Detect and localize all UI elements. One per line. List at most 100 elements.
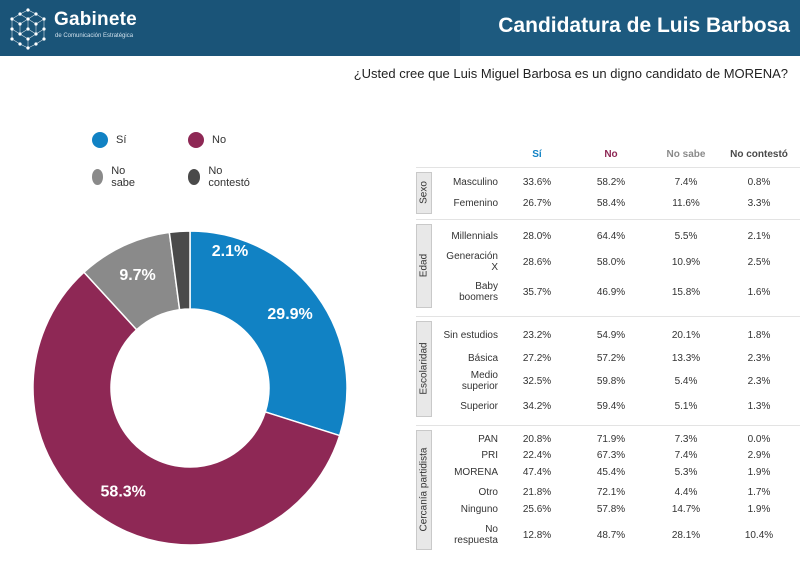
legend-item-si: Sí — [92, 132, 126, 148]
table-cell: 28.1% — [671, 530, 701, 541]
brand-subtitle: de Comunicación Estratégica — [55, 33, 134, 39]
donut-label-no: 58.3% — [101, 484, 146, 501]
legend-item-no-sabe: No sabe — [92, 165, 140, 189]
table-cell: 46.9% — [596, 287, 626, 298]
row-label: No respuesta — [454, 524, 498, 546]
table-cell: 64.4% — [596, 231, 626, 242]
legend-swatch-no-sabe — [92, 169, 104, 185]
table-cell: 1.7% — [747, 487, 771, 498]
donut-chart: 29.9% 58.3% 9.7% 2.1% — [32, 230, 348, 546]
brand-area: Gabinete de Comunicación Estratégica — [0, 0, 460, 56]
survey-question: ¿Usted cree que Luis Miguel Barbosa es u… — [353, 66, 788, 81]
table-cell: 1.9% — [747, 504, 771, 515]
row-label: MORENA — [454, 467, 498, 478]
table-cell: 20.1% — [671, 330, 701, 341]
legend-label-no: No — [212, 134, 227, 146]
table-cell: 5.5% — [674, 231, 698, 242]
table-cell: 21.8% — [522, 487, 552, 498]
table-cell: 0.8% — [747, 177, 771, 188]
table-cell: 10.4% — [744, 530, 774, 541]
table-cell: 57.2% — [596, 353, 626, 364]
group-separator — [416, 167, 800, 168]
table-cell: 1.6% — [747, 287, 771, 298]
legend-item-no: No — [188, 132, 226, 148]
table-cell: 28.0% — [522, 231, 552, 242]
group-box — [416, 430, 432, 550]
donut-label-no-contesto: 2.1% — [212, 243, 248, 260]
table-cell: 28.6% — [522, 257, 552, 268]
row-label: Baby boomers — [459, 281, 498, 303]
donut-slice-si — [189, 230, 348, 437]
table-cell: 12.8% — [522, 530, 552, 541]
row-label: Sin estudios — [443, 330, 498, 341]
table-cell: 15.8% — [671, 287, 701, 298]
table-cell: 32.5% — [522, 376, 552, 387]
row-label: Millennials — [451, 231, 498, 242]
row-label: Básica — [467, 353, 498, 364]
legend-swatch-si — [92, 132, 108, 148]
table-cell: 4.4% — [674, 487, 698, 498]
table-cell: 5.3% — [674, 467, 698, 478]
table-cell: 1.9% — [747, 467, 771, 478]
group-box — [416, 321, 432, 417]
table-cell: 2.3% — [747, 376, 771, 387]
table-cell: 22.4% — [522, 450, 552, 461]
table-cell: 2.5% — [747, 257, 771, 268]
row-label: Superior — [460, 401, 498, 412]
donut-label-si: 29.9% — [267, 306, 312, 323]
table-cell: 67.3% — [596, 450, 626, 461]
group-box — [416, 224, 432, 308]
table-cell: 1.3% — [747, 401, 771, 412]
table-cell: 25.6% — [522, 504, 552, 515]
table-cell: 54.9% — [596, 330, 626, 341]
row-label: Masculino — [452, 177, 498, 188]
table-cell: 58.4% — [596, 198, 626, 209]
legend-label-si: Sí — [116, 134, 127, 146]
brand-name: Gabinete — [54, 9, 137, 30]
donut-label-no-sabe: 9.7% — [119, 267, 155, 284]
legend-swatch-no-contesto — [188, 169, 201, 185]
column-header-no: No — [604, 149, 618, 160]
table-cell: 34.2% — [522, 401, 552, 412]
table-cell: 20.8% — [522, 434, 552, 445]
table-cell: 3.3% — [747, 198, 771, 209]
table-cell: 14.7% — [671, 504, 701, 515]
group-box — [416, 172, 432, 214]
table-cell: 26.7% — [522, 198, 552, 209]
table-cell: 0.0% — [747, 434, 771, 445]
table-cell: 7.3% — [674, 434, 698, 445]
table-cell: 33.6% — [522, 177, 552, 188]
table-cell: 11.6% — [672, 198, 700, 209]
table-cell: 1.8% — [747, 330, 771, 341]
legend-label-no-contesto: No contestó — [208, 165, 250, 189]
group-separator — [416, 219, 800, 220]
group-separator — [416, 316, 800, 317]
table-cell: 58.0% — [596, 257, 626, 268]
table-cell: 57.8% — [596, 504, 626, 515]
group-separator — [416, 425, 800, 426]
table-cell: 48.7% — [596, 530, 626, 541]
row-label: Ninguno — [460, 504, 498, 515]
donut-slice-no — [32, 271, 341, 546]
header-bar: Gabinete de Comunicación Estratégica Can… — [0, 0, 800, 56]
page-title: Candidatura de Luis Barbosa — [498, 14, 790, 37]
gabinete-logo-icon — [10, 8, 46, 50]
legend-item-no-contesto: No contestó — [188, 165, 254, 189]
row-label: Femenino — [453, 198, 498, 209]
table-cell: 45.4% — [596, 467, 626, 478]
table-cell: 2.9% — [747, 450, 771, 461]
table-cell: 7.4% — [674, 177, 698, 188]
row-label: Generación X — [446, 251, 498, 273]
table-cell: 2.1% — [747, 231, 771, 242]
table-cell: 27.2% — [522, 353, 552, 364]
column-header-no-sabe: No sabe — [666, 149, 706, 160]
table-cell: 2.3% — [747, 353, 771, 364]
table-cell: 47.4% — [522, 467, 552, 478]
table-cell: 72.1% — [596, 487, 626, 498]
row-label: PAN — [478, 434, 498, 445]
table-cell: 13.3% — [671, 353, 701, 364]
table-cell: 23.2% — [522, 330, 552, 341]
table-cell: 35.7% — [522, 287, 552, 298]
table-cell: 10.9% — [671, 257, 701, 268]
table-cell: 7.4% — [674, 450, 698, 461]
